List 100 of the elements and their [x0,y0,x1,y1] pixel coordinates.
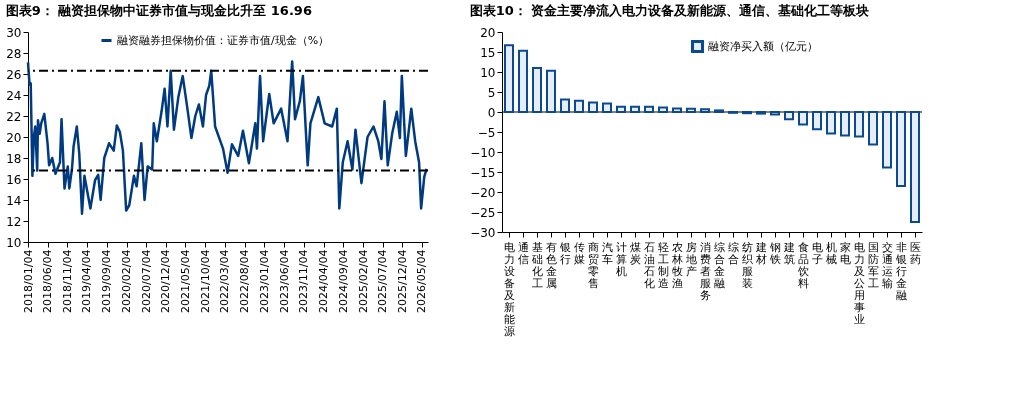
bar [588,101,598,113]
x-tick-label: 2020/02/04 [120,249,134,313]
x-tick-label: 农林牧渔 [670,240,683,290]
x-tick-label: 电力及公用事业 [853,240,865,326]
line-series [26,60,428,215]
y-tick-label: −15 [470,165,496,180]
x-tick-label: 2023/06/04 [277,249,291,313]
y-tick-label: 24 [6,88,22,103]
bar [868,111,878,146]
x-tick-label: 通信 [517,240,529,266]
x-tick-label: 电子 [811,240,823,266]
y-tick-label: 22 [6,109,22,124]
x-tick-label: 房地产 [684,240,697,278]
chart-title: 图表9： 融资担保物中证券市值与现金比升至 16.96 [5,3,312,18]
x-tick-label: 2024/09/04 [336,249,350,313]
bar [630,105,640,113]
x-tick-label: 2025/12/04 [395,249,409,313]
x-tick-label: 电力设备及新能源 [503,240,515,338]
bar [546,69,556,113]
x-tick-label: 2023/01/04 [257,249,271,313]
bar [854,111,864,138]
x-tick-label: 2019/09/04 [100,249,114,313]
x-tick-label: 2024/04/04 [317,249,330,313]
x-tick-label: 建材 [754,240,767,266]
y-tick-label: 0 [487,105,496,120]
chart-title: 图表10： 资金主要净流入电力设备及新能源、通信、基础化工等板块 [469,3,870,18]
y-tick-label: 16 [6,172,22,187]
x-tick-label: 2023/11/04 [297,249,311,313]
x-tick-label: 轻工制造 [657,240,669,290]
bar [896,111,906,187]
bar [504,44,514,113]
x-tick-label: 2026/05/04 [415,249,429,313]
legend-label: 融资净买入额（亿元） [708,39,818,53]
bar [518,49,528,113]
x-tick-label: 食品饮料 [796,240,809,290]
bar [700,108,710,113]
x-tick-label: 汽车 [601,240,613,266]
y-tick-label: −20 [470,185,496,200]
x-tick-label: 2022/03/04 [218,249,232,313]
bar [770,111,780,116]
bar [658,106,668,113]
bar [644,105,654,113]
y-tick-label: −25 [470,205,496,220]
x-tick-label: 煤炭 [629,240,641,266]
x-tick-label: 综合 [727,240,739,266]
bar [616,105,626,113]
x-tick-label: 2021/10/04 [198,249,212,313]
x-tick-label: 计算机 [615,240,627,278]
y-tick-label: 12 [6,214,22,229]
legend-label: 融资融券担保物价值：证券市值/现金（%） [117,33,330,47]
x-tick-label: 2025/02/04 [356,249,370,313]
x-tick-label: 建筑 [782,240,795,266]
bar [826,111,836,135]
x-tick-label: 非银行金融 [894,240,907,302]
x-tick-label: 有色金属 [545,240,557,290]
y-tick-label: 10 [6,235,22,250]
y-tick-label: 14 [6,193,22,208]
x-tick-label: 银行 [558,240,571,266]
y-tick-label: 18 [6,151,22,166]
x-tick-label: 2021/05/04 [178,249,192,313]
y-tick-label: 30 [6,25,22,40]
y-tick-label: −5 [477,125,496,140]
bar [812,111,822,131]
y-tick-label: 26 [6,67,22,82]
y-tick-label: −30 [470,225,496,240]
bar [840,111,850,137]
x-tick-label: 商贸零售 [587,240,599,290]
bar [602,102,612,113]
x-tick-label: 基础化工 [530,240,543,290]
bar [784,111,794,121]
y-tick-label: 28 [6,46,22,61]
x-tick-label: 2018/06/04 [41,249,55,313]
x-tick-label: 交通运输 [881,240,893,290]
x-tick-label: 2022/08/04 [238,249,252,313]
bar [560,98,570,113]
x-tick-label: 2020/12/04 [159,249,173,313]
x-tick-label: 综合金融 [713,240,725,290]
bar [686,107,696,113]
x-tick-label: 家电 [839,240,851,266]
y-tick-label: 10 [480,65,496,80]
bar [574,99,584,113]
y-tick-label: 15 [480,45,496,60]
bar [532,67,542,113]
x-tick-label: 传媒 [573,240,585,266]
x-tick-label: 消费者服务 [699,240,711,302]
x-tick-label: 钢铁 [768,240,781,266]
bar [882,111,892,169]
bar [798,111,808,126]
x-tick-label: 2018/01/04 [21,249,35,313]
y-tick-label: 20 [480,25,496,40]
x-tick-label: 纺织服装 [741,240,753,290]
bar [672,107,682,113]
x-tick-label: 2018/11/04 [60,249,74,313]
x-tick-label: 2019/04/04 [80,249,94,313]
x-tick-label: 国防军工 [867,240,879,290]
bar [910,111,920,223]
x-tick-label: 2025/07/04 [376,249,390,313]
y-tick-label: 20 [6,130,22,145]
x-tick-label: 石油石化 [643,240,655,290]
x-tick-label: 医药 [909,240,921,266]
